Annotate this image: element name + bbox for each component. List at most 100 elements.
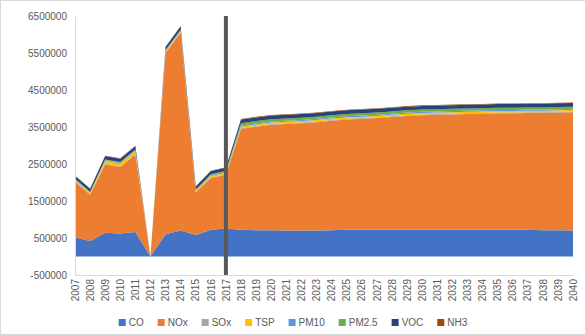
y-tick-label: -500000 <box>30 270 67 281</box>
x-tick-label: 2020 <box>266 279 277 302</box>
x-tick: 2010 <box>115 275 126 301</box>
x-tick: 2011 <box>130 275 141 301</box>
x-tick: 2012 <box>145 275 156 301</box>
x-tick-label: 2009 <box>100 279 111 302</box>
x-axis-line <box>76 275 574 276</box>
x-tick-label: 2015 <box>190 279 201 302</box>
x-tick-label: 2010 <box>115 279 126 302</box>
x-tick-label: 2040 <box>568 279 579 302</box>
y-tick: 500000 <box>34 233 75 244</box>
y-tick-label: 4500000 <box>28 85 67 96</box>
x-tick: 2021 <box>281 275 292 301</box>
x-tick: 2035 <box>492 275 503 301</box>
legend-label: NOx <box>168 317 188 328</box>
x-tick: 2025 <box>341 275 352 301</box>
x-tick: 2022 <box>296 275 307 301</box>
y-tick-label: 2500000 <box>28 159 67 170</box>
y-tick-label: 500000 <box>34 233 68 244</box>
legend-item: PM10 <box>289 317 326 328</box>
x-tick: 2013 <box>160 275 171 301</box>
legend-swatch <box>392 319 399 326</box>
legend-swatch <box>289 319 296 326</box>
x-tick-label: 2021 <box>281 279 292 302</box>
y-tick: 2500000 <box>28 159 75 170</box>
series-area <box>75 33 573 257</box>
legend-swatch <box>158 319 165 326</box>
legend-item: PM2.5 <box>339 317 378 328</box>
y-tick-label: 6500000 <box>28 11 67 22</box>
legend-label: PM10 <box>299 317 326 328</box>
legend-swatch <box>339 319 346 326</box>
x-tick: 2038 <box>538 275 549 301</box>
x-tick: 2036 <box>507 275 518 301</box>
x-tick-label: 2018 <box>236 279 247 302</box>
y-axis: -500000 500000 1500000 2500000 3500000 450000… <box>28 11 75 281</box>
x-tick-label: 2032 <box>447 279 458 302</box>
x-tick-label: 2025 <box>341 279 352 302</box>
x-tick-label: 2031 <box>432 279 443 302</box>
x-tick-label: 2037 <box>522 279 533 302</box>
reference-line <box>224 16 228 275</box>
legend-label: NH3 <box>447 317 467 328</box>
x-tick: 2034 <box>477 275 488 301</box>
x-tick: 2032 <box>447 275 458 301</box>
x-tick-label: 2029 <box>402 279 413 302</box>
x-tick-label: 2028 <box>387 279 398 302</box>
x-tick-label: 2022 <box>296 279 307 302</box>
x-tick: 2016 <box>206 275 217 301</box>
x-tick: 2014 <box>175 275 186 301</box>
series-area <box>75 26 573 257</box>
legend-label: PM2.5 <box>349 317 378 328</box>
y-axis-line <box>75 17 76 276</box>
legend-label: CO <box>129 317 144 328</box>
x-tick-label: 2007 <box>70 279 81 302</box>
y-tick-label: 1500000 <box>28 196 67 207</box>
series-area <box>75 26 573 256</box>
x-tick: 2030 <box>417 275 428 301</box>
x-tick-label: 2036 <box>507 279 518 302</box>
legend-item: NH3 <box>437 317 467 328</box>
y-tick: 1500000 <box>28 196 75 207</box>
x-tick: 2040 <box>568 275 579 301</box>
x-tick: 2037 <box>522 275 533 301</box>
y-tick-label: 3500000 <box>28 122 67 133</box>
x-tick-label: 2035 <box>492 279 503 302</box>
x-tick-label: 2034 <box>477 279 488 302</box>
x-tick-label: 2023 <box>311 279 322 302</box>
y-tick: 6500000 <box>28 11 75 22</box>
legend-item: VOC <box>392 317 424 328</box>
x-tick-label: 2017 <box>221 279 232 302</box>
x-tick-label: 2033 <box>462 279 473 302</box>
y-tick: -500000 <box>30 270 75 281</box>
x-tick-label: 2016 <box>206 279 217 302</box>
legend-item: CO <box>119 317 144 328</box>
legend-label: VOC <box>402 317 424 328</box>
y-tick-label: 5500000 <box>28 48 67 59</box>
series-area <box>75 31 573 257</box>
x-tick-label: 2012 <box>145 279 156 302</box>
x-tick-label: 2024 <box>326 279 337 302</box>
series-area <box>75 32 573 256</box>
x-tick-label: 2039 <box>553 279 564 302</box>
x-tick: 2033 <box>462 275 473 301</box>
x-tick: 2007 <box>70 275 81 301</box>
y-tick: 5500000 <box>28 48 75 59</box>
legend-item: SOx <box>202 317 231 328</box>
x-tick-label: 2008 <box>85 279 96 302</box>
x-tick: 2015 <box>190 275 201 301</box>
x-tick-label: 2014 <box>175 279 186 302</box>
x-tick: 2027 <box>372 275 383 301</box>
series-area <box>75 30 573 256</box>
x-tick-label: 2013 <box>160 279 171 302</box>
x-tick-label: 2027 <box>372 279 383 302</box>
plot-area <box>75 16 573 275</box>
legend-swatch <box>119 319 126 326</box>
y-tick: 3500000 <box>28 122 75 133</box>
x-tick: 2026 <box>356 275 367 301</box>
legend-item: NOx <box>158 317 188 328</box>
legend-label: SOx <box>212 317 231 328</box>
legend-item: TSP <box>245 317 275 328</box>
x-tick: 2009 <box>100 275 111 301</box>
x-tick: 2008 <box>85 275 96 301</box>
x-tick: 2024 <box>326 275 337 301</box>
